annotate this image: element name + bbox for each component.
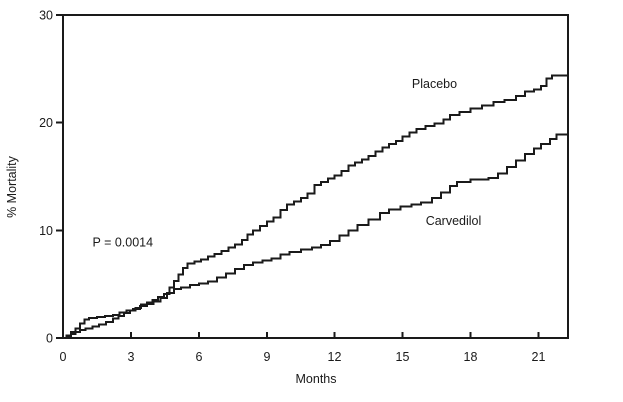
annotation-p-0-0014: P = 0.0014 <box>93 236 154 250</box>
y-tick-label: 10 <box>39 224 53 238</box>
axis-tick-labels: 0 3 6 9 12 15 18 21 0 10 20 30 <box>39 9 545 365</box>
annotation-placebo: Placebo <box>412 77 457 91</box>
survival-curves <box>63 74 569 339</box>
x-tick-label: 6 <box>196 350 203 364</box>
x-tick-label: 0 <box>60 350 67 364</box>
y-tick-label: 30 <box>39 9 53 23</box>
x-tick-label: 12 <box>328 350 342 364</box>
y-tick-label: 20 <box>39 116 53 130</box>
curve-annotations: Placebo Carvedilol P = 0.0014 <box>93 77 482 250</box>
x-tick-label: 9 <box>264 350 271 364</box>
y-tick-label: 0 <box>46 332 53 346</box>
x-tick-label: 21 <box>532 350 546 364</box>
x-axis-title: Months <box>296 372 337 386</box>
x-tick-label: 18 <box>464 350 478 364</box>
y-axis-title: % Mortality <box>5 155 19 218</box>
annotation-carvedilol: Carvedilol <box>426 214 482 228</box>
axis-ticks <box>56 14 540 339</box>
x-tick-label: 3 <box>128 350 135 364</box>
plot-frame <box>62 14 569 339</box>
x-tick-label: 15 <box>396 350 410 364</box>
placebo-curve <box>63 74 569 339</box>
carvedilol-curve <box>63 133 569 339</box>
